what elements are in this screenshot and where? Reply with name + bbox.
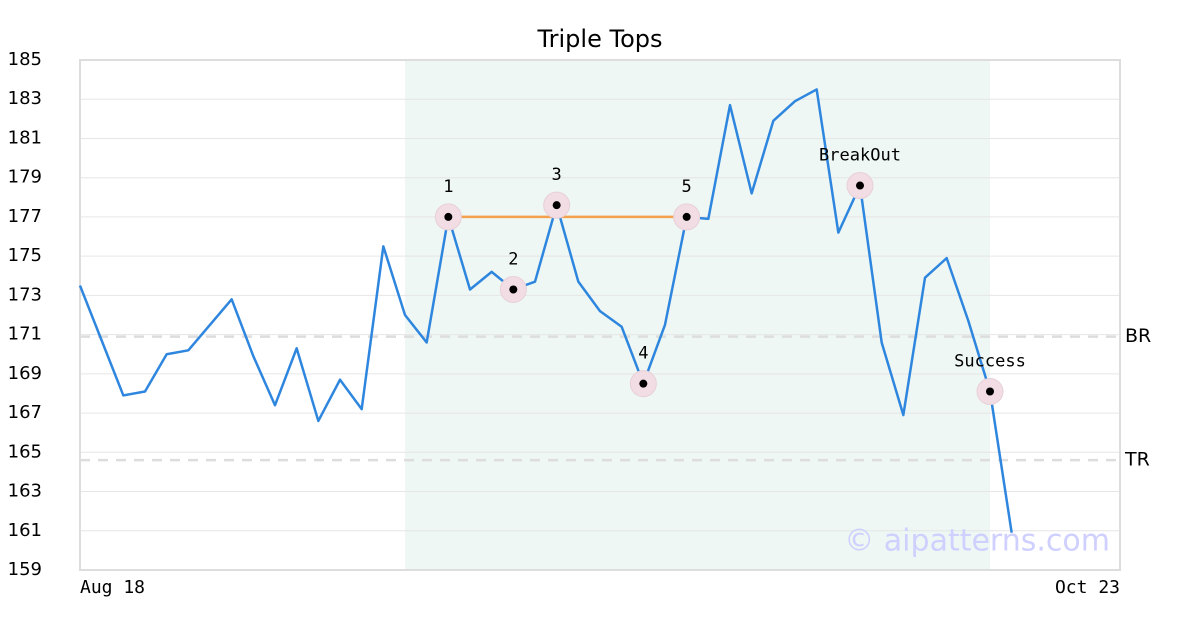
plot-frame bbox=[79, 59, 1121, 571]
point-label: 5 bbox=[682, 177, 692, 197]
y-tick-label: 169 bbox=[8, 363, 42, 384]
point-label: 3 bbox=[552, 165, 562, 185]
y-tick-label: 175 bbox=[8, 245, 42, 266]
point-label: Success bbox=[954, 352, 1026, 372]
y-tick-label: 163 bbox=[8, 481, 42, 502]
watermark: © aipatterns.com bbox=[844, 524, 1110, 559]
y-tick-label: 177 bbox=[8, 206, 42, 227]
y-tick-label: 167 bbox=[8, 402, 42, 423]
level-label: BR bbox=[1125, 325, 1151, 347]
point-dot bbox=[639, 379, 648, 388]
point-dot bbox=[856, 181, 864, 190]
pattern-region bbox=[405, 60, 990, 570]
point-label: 2 bbox=[508, 250, 518, 270]
point-dot bbox=[682, 212, 691, 221]
x-tick-label: Aug 18 bbox=[80, 577, 145, 598]
x-tick-label: Oct 23 bbox=[1055, 577, 1120, 598]
y-tick-label: 161 bbox=[8, 520, 42, 541]
y-tick-label: 171 bbox=[8, 324, 42, 345]
y-tick-label: 165 bbox=[8, 441, 42, 462]
point-dot bbox=[509, 285, 518, 294]
point-label: 4 bbox=[638, 344, 648, 364]
y-tick-label: 185 bbox=[8, 49, 42, 70]
point-label: 1 bbox=[443, 177, 453, 197]
point-dot bbox=[552, 201, 561, 210]
y-tick-label: 173 bbox=[8, 284, 42, 305]
point-dot bbox=[986, 387, 994, 396]
point-dot bbox=[444, 212, 453, 221]
level-label: TR bbox=[1124, 449, 1150, 471]
y-tick-label: 181 bbox=[8, 127, 42, 148]
y-tick-label: 183 bbox=[8, 88, 42, 109]
y-tick-label: 159 bbox=[8, 559, 42, 580]
y-tick-label: 179 bbox=[8, 167, 42, 188]
chart-title: Triple Tops bbox=[537, 25, 663, 53]
point-label: BreakOut bbox=[819, 146, 901, 166]
